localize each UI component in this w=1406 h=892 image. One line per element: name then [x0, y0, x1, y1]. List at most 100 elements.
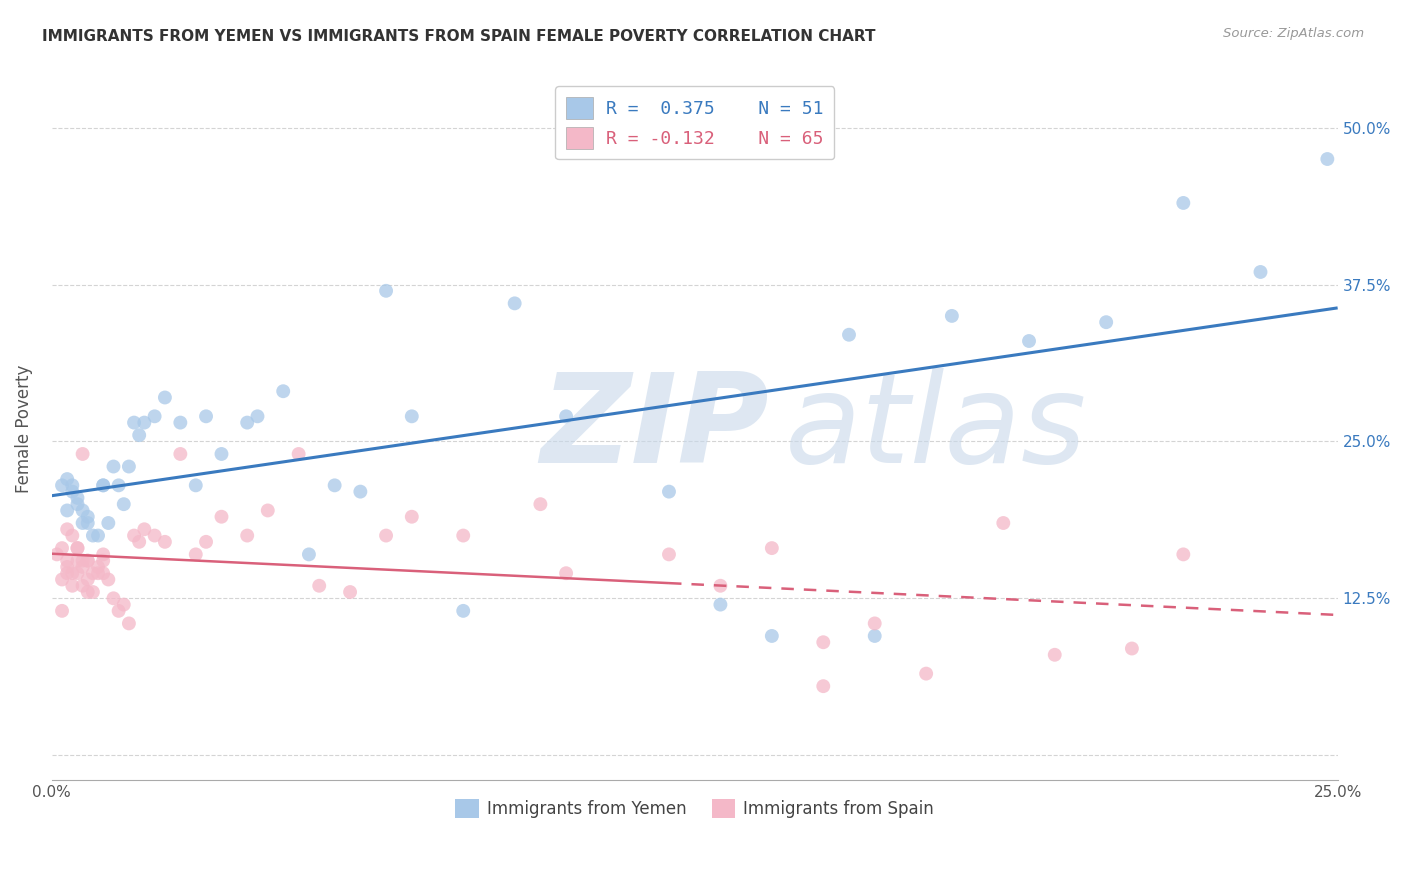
Text: IMMIGRANTS FROM YEMEN VS IMMIGRANTS FROM SPAIN FEMALE POVERTY CORRELATION CHART: IMMIGRANTS FROM YEMEN VS IMMIGRANTS FROM…	[42, 29, 876, 44]
Point	[66, 541, 89, 555]
Point	[72, 554, 94, 568]
Point	[503, 296, 526, 310]
Point	[184, 478, 207, 492]
Point	[401, 509, 423, 524]
Point	[349, 484, 371, 499]
Point	[195, 534, 218, 549]
Point	[91, 478, 114, 492]
Point	[184, 548, 207, 562]
Point	[112, 497, 135, 511]
Point	[76, 554, 98, 568]
Point	[76, 509, 98, 524]
Point	[51, 541, 73, 555]
Point	[122, 416, 145, 430]
Point	[60, 566, 83, 581]
Point	[709, 579, 731, 593]
Point	[1250, 265, 1272, 279]
Point	[128, 534, 150, 549]
Point	[169, 447, 191, 461]
Point	[82, 585, 104, 599]
Point	[1121, 641, 1143, 656]
Point	[863, 616, 886, 631]
Point	[76, 585, 98, 599]
Point	[87, 566, 110, 581]
Point	[153, 391, 176, 405]
Point	[915, 666, 938, 681]
Point	[45, 548, 67, 562]
Point	[72, 503, 94, 517]
Point	[56, 566, 79, 581]
Point	[761, 629, 783, 643]
Point	[87, 560, 110, 574]
Point	[91, 478, 114, 492]
Text: ZIP: ZIP	[540, 368, 769, 490]
Point	[375, 284, 398, 298]
Point	[323, 478, 346, 492]
Point	[66, 541, 89, 555]
Point	[195, 409, 218, 424]
Point	[76, 573, 98, 587]
Point	[287, 447, 309, 461]
Point	[60, 478, 83, 492]
Point	[134, 416, 156, 430]
Point	[451, 528, 474, 542]
Point	[1316, 152, 1339, 166]
Point	[60, 579, 83, 593]
Point	[107, 604, 129, 618]
Point	[66, 497, 89, 511]
Point	[375, 528, 398, 542]
Point	[658, 548, 681, 562]
Point	[256, 503, 278, 517]
Point	[761, 541, 783, 555]
Point	[118, 616, 141, 631]
Text: Source: ZipAtlas.com: Source: ZipAtlas.com	[1223, 27, 1364, 40]
Point	[1095, 315, 1118, 329]
Point	[529, 497, 551, 511]
Point	[97, 516, 120, 530]
Point	[153, 534, 176, 549]
Point	[66, 566, 89, 581]
Point	[246, 409, 269, 424]
Point	[103, 459, 125, 474]
Point	[134, 522, 156, 536]
Legend: Immigrants from Yemen, Immigrants from Spain: Immigrants from Yemen, Immigrants from S…	[449, 792, 941, 825]
Point	[112, 598, 135, 612]
Point	[1043, 648, 1066, 662]
Point	[91, 548, 114, 562]
Point	[128, 428, 150, 442]
Point	[1173, 196, 1195, 211]
Point	[271, 384, 294, 399]
Point	[72, 579, 94, 593]
Point	[91, 566, 114, 581]
Point	[107, 478, 129, 492]
Point	[56, 554, 79, 568]
Point	[143, 409, 166, 424]
Point	[118, 459, 141, 474]
Point	[56, 503, 79, 517]
Point	[56, 560, 79, 574]
Point	[66, 491, 89, 505]
Point	[103, 591, 125, 606]
Point	[122, 528, 145, 542]
Point	[60, 528, 83, 542]
Point	[863, 629, 886, 643]
Point	[56, 472, 79, 486]
Point	[82, 566, 104, 581]
Point	[555, 566, 578, 581]
Point	[66, 554, 89, 568]
Point	[82, 528, 104, 542]
Point	[143, 528, 166, 542]
Point	[60, 484, 83, 499]
Point	[76, 516, 98, 530]
Point	[451, 604, 474, 618]
Point	[51, 604, 73, 618]
Y-axis label: Female Poverty: Female Poverty	[15, 365, 32, 493]
Point	[87, 528, 110, 542]
Point	[72, 447, 94, 461]
Point	[308, 579, 330, 593]
Point	[236, 416, 259, 430]
Point	[401, 409, 423, 424]
Point	[1018, 334, 1040, 348]
Point	[72, 560, 94, 574]
Point	[1173, 548, 1195, 562]
